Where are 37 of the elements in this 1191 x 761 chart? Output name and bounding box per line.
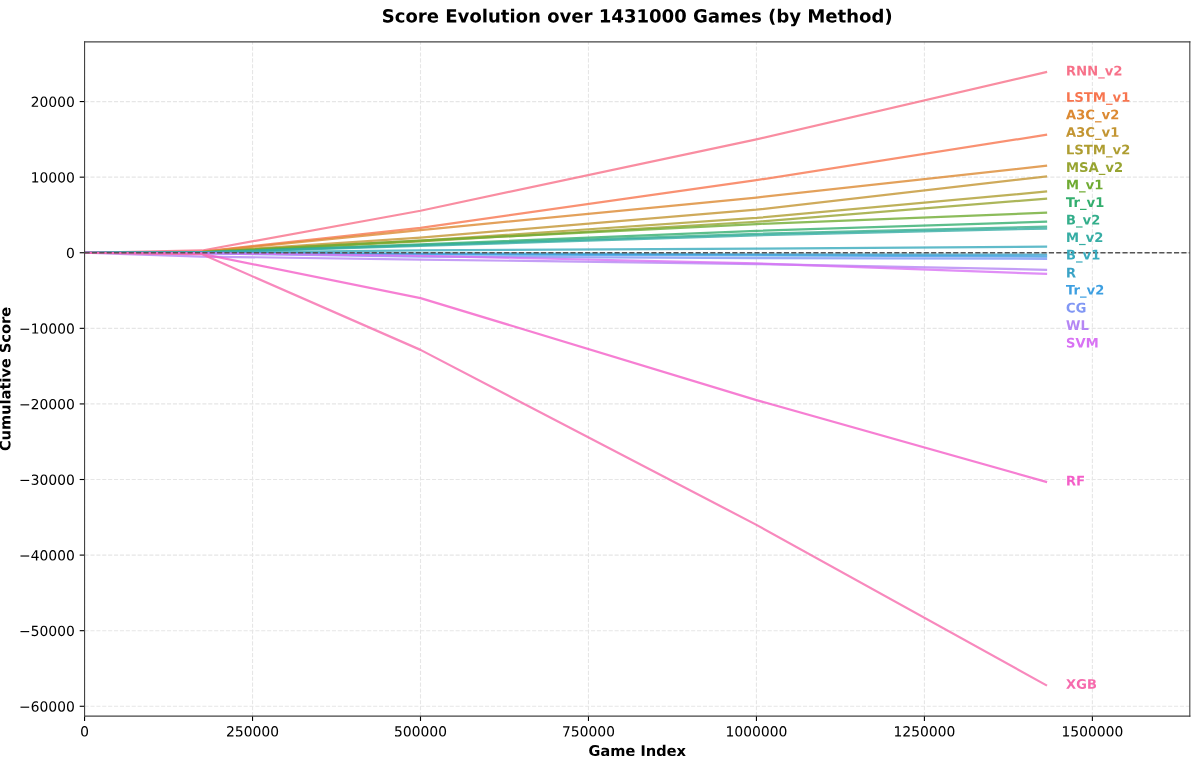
series-label: R [1067, 267, 1076, 278]
y-tick-label: 20000 [31, 96, 74, 108]
text: A3C_v1 [1065, 127, 1119, 140]
chart-title: Score Evolution over 1431000 Games (by Method) [383, 8, 892, 27]
series-label: Tr_v1 [1065, 197, 1104, 210]
x-tick-label: 1500000 [1062, 726, 1123, 737]
series-label: RF [1067, 475, 1084, 486]
text: Tr_v2 [1065, 284, 1104, 298]
y-tick-label: −10000 [20, 323, 74, 334]
x-tick-label: 500000 [395, 726, 447, 737]
x-axis-title: Game Index [589, 744, 686, 757]
text: CG [1066, 302, 1086, 313]
y-tick-label: −40000 [20, 550, 74, 561]
text: LSTM_v2 [1067, 144, 1130, 158]
y-tick-label: 10000 [32, 172, 74, 183]
y-axis-title: Cumulative Score [0, 307, 11, 451]
series-label: M_v2 [1067, 232, 1103, 246]
y-tick-label: 0 [66, 247, 74, 259]
series-label: XGB [1066, 678, 1097, 689]
text: SVM [1066, 337, 1098, 348]
series-label: B_v1 [1067, 249, 1100, 263]
x-tick-label: 750000 [563, 726, 615, 737]
x-tick-label: 1250000 [895, 726, 955, 737]
text: A3C_v2 [1065, 109, 1119, 123]
x-tick-label: 250000 [227, 726, 279, 737]
series-label: B_v2 [1067, 214, 1100, 228]
y-tick-label: −60000 [20, 701, 74, 712]
series-label: RNN_v2 [1067, 65, 1122, 79]
x-tick-label: 1000000 [727, 726, 787, 737]
x-tick-label: 0 [81, 726, 89, 737]
y-tick-label: −50000 [20, 625, 74, 637]
text: LSTM_v1 [1067, 91, 1130, 105]
text: WL [1066, 320, 1089, 330]
text: MSA_v2 [1067, 162, 1122, 176]
y-tick-label: −30000 [20, 474, 74, 485]
text: M_v1 [1067, 179, 1103, 193]
y-tick-label: −20000 [20, 398, 74, 410]
